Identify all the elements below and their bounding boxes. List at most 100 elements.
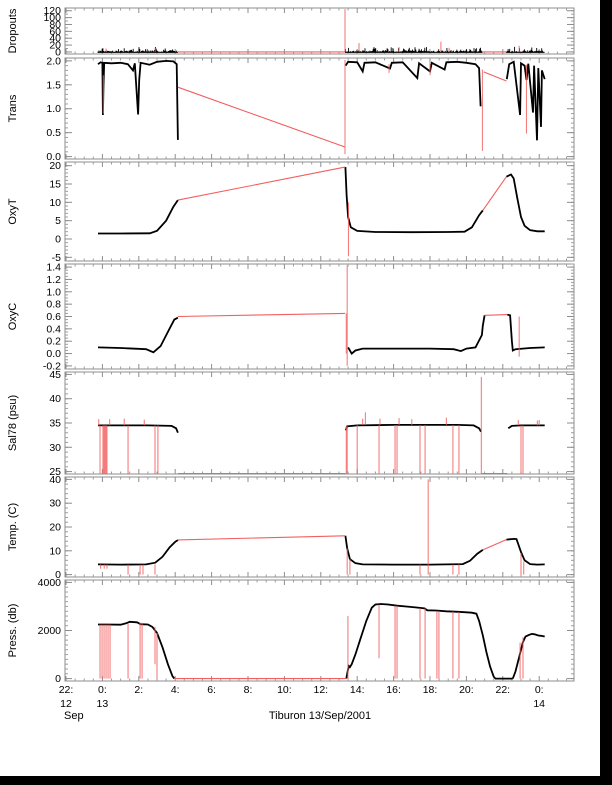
y-tick-label: 0.6 bbox=[46, 311, 61, 323]
y-tick-label: 15 bbox=[49, 179, 61, 191]
panel-ylabel-temp: Temp. (C) bbox=[7, 503, 19, 551]
data-series-sal78 bbox=[507, 424, 545, 430]
x-hour-label: 0: bbox=[98, 684, 107, 696]
data-series-press bbox=[511, 632, 545, 679]
data-series-oxyc bbox=[97, 316, 179, 354]
y-tick-label: 0 bbox=[55, 673, 61, 685]
y-tick-label: 25 bbox=[49, 466, 61, 478]
x-hour-label: 22: bbox=[59, 684, 74, 696]
panel-ylabel-sal78: Sal78 (psu) bbox=[7, 395, 19, 451]
panel-frame bbox=[64, 579, 575, 682]
x-ticks bbox=[65, 162, 567, 261]
y-tick-label: 20 bbox=[49, 40, 61, 52]
y-tick-label: -0.2 bbox=[43, 360, 61, 372]
y-tick-label: 0.2 bbox=[46, 336, 61, 348]
data-series-oxyt bbox=[344, 167, 484, 234]
y-tick-label: 1.2 bbox=[46, 274, 61, 286]
y-ticks bbox=[65, 581, 574, 680]
y-ticks bbox=[65, 60, 574, 158]
gap-connector-line bbox=[483, 71, 507, 82]
gap-connector-line bbox=[177, 535, 346, 541]
x-hour-label: 0: bbox=[535, 684, 544, 696]
x-day-label: 14 bbox=[533, 698, 545, 710]
gap-connector-line bbox=[177, 312, 346, 318]
x-ticks bbox=[65, 58, 567, 159]
x-axis-labels: 22: 12 0: 13 2: 4: 6: 8: 10: 12: 14: 16: 18: 20: 22: 0:… bbox=[59, 684, 546, 710]
right-border-band bbox=[600, 0, 612, 785]
y-tick-label: 80 bbox=[49, 19, 61, 31]
data-series-oxyc bbox=[507, 313, 545, 352]
data-series-trans bbox=[97, 59, 179, 140]
panel-frame bbox=[64, 7, 575, 55]
panel-ylabel-oxyc: OxyC bbox=[7, 303, 19, 331]
x-hour-label: 22: bbox=[495, 684, 510, 696]
chart-title: Tiburon 13/Sep/2001 bbox=[268, 710, 372, 722]
y-tick-label: 40 bbox=[49, 474, 61, 486]
y-tick-label: 0.4 bbox=[46, 323, 61, 335]
y-tick-label: 35 bbox=[49, 418, 61, 430]
data-series-trans bbox=[344, 60, 482, 107]
y-tick-label: 0 bbox=[55, 234, 61, 246]
panel-sal78: 25 30 35 40 45 Sal78 (psu) bbox=[7, 369, 575, 478]
y-tick-label: 0.8 bbox=[46, 299, 61, 311]
y-tick-label: 20 bbox=[49, 160, 61, 172]
y-ticks bbox=[65, 478, 574, 576]
panel-frame bbox=[64, 161, 575, 262]
panel-series bbox=[97, 59, 546, 155]
panel-frame bbox=[64, 476, 575, 578]
x-day-label: 13 bbox=[97, 698, 109, 710]
gap-connector-line bbox=[484, 314, 508, 316]
gap-connector-line bbox=[177, 166, 346, 201]
y-tick-label: 0.5 bbox=[46, 127, 61, 139]
panel-oxyt: -5 0 5 10 15 20 OxyT bbox=[7, 160, 575, 264]
y-tick-label: 40 bbox=[49, 393, 61, 405]
x-ticks bbox=[65, 264, 567, 369]
y-tick-label: 1.0 bbox=[46, 286, 61, 298]
y-tick-label: 1.4 bbox=[46, 262, 61, 274]
data-series-press bbox=[345, 603, 513, 680]
x-hour-label: 20: bbox=[459, 684, 474, 696]
x-hour-label: 16: bbox=[386, 684, 401, 696]
data-series-temp bbox=[506, 537, 545, 566]
bottom-border-band bbox=[0, 776, 612, 785]
x-hour-label: 18: bbox=[423, 684, 438, 696]
y-ticks bbox=[65, 373, 574, 473]
y-tick-label: 0.0 bbox=[46, 151, 61, 163]
panel-press: 0 2000 4000 Press. (db) bbox=[7, 577, 575, 685]
y-tick-label: 1.5 bbox=[46, 79, 61, 91]
panel-oxyc: -0.20.00.20.40.60.81.01.21.4 OxyC bbox=[7, 262, 575, 372]
y-ticks bbox=[65, 263, 574, 370]
gap-connector-line bbox=[482, 176, 507, 211]
data-series-oxyt bbox=[506, 173, 545, 233]
x-hour-label: 12: bbox=[313, 684, 328, 696]
data-series-press bbox=[98, 620, 176, 680]
panel-temp: 0 10 20 30 40 Temp. (C) bbox=[7, 474, 575, 581]
panel-frame bbox=[64, 263, 575, 370]
y-tick-label: 30 bbox=[49, 498, 61, 510]
y-tick-label: 100 bbox=[43, 12, 61, 24]
panel-series bbox=[98, 603, 545, 680]
y-tick-label: 30 bbox=[49, 442, 61, 454]
speckle-series bbox=[505, 46, 545, 53]
panel-series bbox=[97, 9, 545, 53]
speckle-series bbox=[344, 47, 483, 53]
y-tick-label: 0 bbox=[55, 569, 61, 581]
x-hour-label: 14: bbox=[350, 684, 365, 696]
panel-ylabel-dropouts: Dropouts bbox=[7, 8, 19, 53]
y-tick-label: 60 bbox=[49, 26, 61, 38]
x-hour-label: 10: bbox=[277, 684, 292, 696]
y-tick-label: 5 bbox=[55, 215, 61, 227]
y-tick-label: 0.0 bbox=[46, 348, 61, 360]
data-series-trans bbox=[505, 60, 546, 141]
panel-trans: 0.0 0.5 1.0 1.5 2.0 Trans bbox=[7, 55, 575, 163]
data-series-sal78 bbox=[98, 424, 179, 434]
x-day-label: 12 bbox=[60, 698, 72, 710]
panel-series bbox=[97, 265, 545, 366]
data-series-temp bbox=[97, 539, 179, 566]
data-series-sal78 bbox=[344, 424, 482, 433]
panel-series bbox=[98, 376, 545, 474]
panel-ylabel-oxyt: OxyT bbox=[7, 198, 19, 225]
